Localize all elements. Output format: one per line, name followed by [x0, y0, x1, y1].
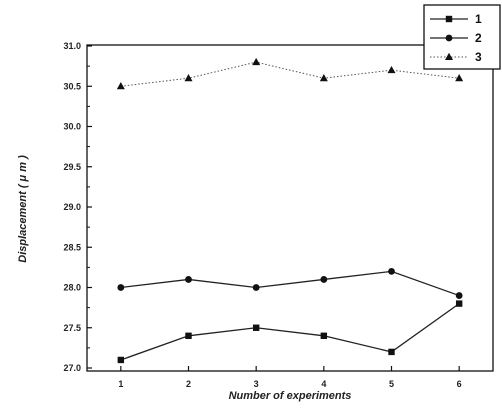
y-tick-label: 28.5 [63, 242, 81, 252]
y-tick-label: 28.0 [63, 283, 81, 293]
series-line [120, 61, 460, 87]
x-tick-label: 6 [457, 379, 462, 389]
x-tick-label: 1 [118, 379, 123, 389]
legend-marker [445, 34, 453, 42]
data-point [319, 74, 328, 82]
y-tick-label: 30.0 [63, 122, 81, 132]
series-2 [117, 268, 463, 299]
legend-item: 2 [430, 31, 482, 45]
data-point [455, 292, 463, 299]
data-point [388, 348, 395, 356]
y-tick-label: 27.0 [63, 363, 81, 373]
series-3 [116, 57, 464, 90]
data-point [388, 268, 395, 275]
legend-item: 1 [430, 12, 482, 26]
y-tick-label: 31.0 [63, 41, 81, 51]
data-point [455, 74, 464, 82]
x-tick-label: 4 [321, 379, 326, 389]
legend-label: 3 [475, 50, 482, 64]
legend-marker [445, 52, 453, 60]
data-point [320, 332, 328, 339]
data-point [185, 332, 192, 339]
y-axis: 27.0 27.5 28.0 28.5 29.0 29.5 30.0 30.5 31.0 [63, 41, 92, 373]
series-layer [116, 57, 464, 364]
y-tick-label: 29.0 [63, 202, 81, 212]
y-axis-title: Displacement ( μ m ) [17, 155, 29, 263]
series-line [120, 303, 460, 361]
legend: 1 2 3 [423, 4, 501, 70]
legend-label: 1 [475, 12, 482, 26]
data-point [320, 276, 328, 283]
data-point [184, 74, 193, 82]
legend-marker [445, 15, 453, 23]
legend-item: 3 [430, 50, 482, 64]
x-tick-label: 5 [389, 379, 394, 389]
legend-box [423, 4, 501, 70]
y-tick-label: 27.5 [63, 323, 81, 333]
plot-frame [86, 44, 494, 372]
data-point [252, 324, 260, 331]
data-point [117, 356, 125, 364]
series-1 [117, 300, 463, 364]
data-point [455, 300, 463, 307]
x-tick-label: 3 [254, 379, 259, 389]
y-tick-label: 29.5 [63, 162, 81, 172]
series-line [120, 270, 460, 297]
data-point [117, 284, 125, 291]
x-tick-label: 2 [186, 379, 191, 389]
data-point [185, 276, 192, 283]
x-axis-title: Number of experiments [229, 390, 352, 402]
x-axis: 1 2 3 4 5 6 [118, 366, 462, 389]
data-point [252, 284, 260, 291]
y-tick-label: 30.5 [63, 81, 81, 91]
legend-label: 2 [475, 31, 482, 45]
data-point [116, 82, 125, 90]
data-point [252, 57, 261, 66]
data-point [387, 65, 396, 74]
